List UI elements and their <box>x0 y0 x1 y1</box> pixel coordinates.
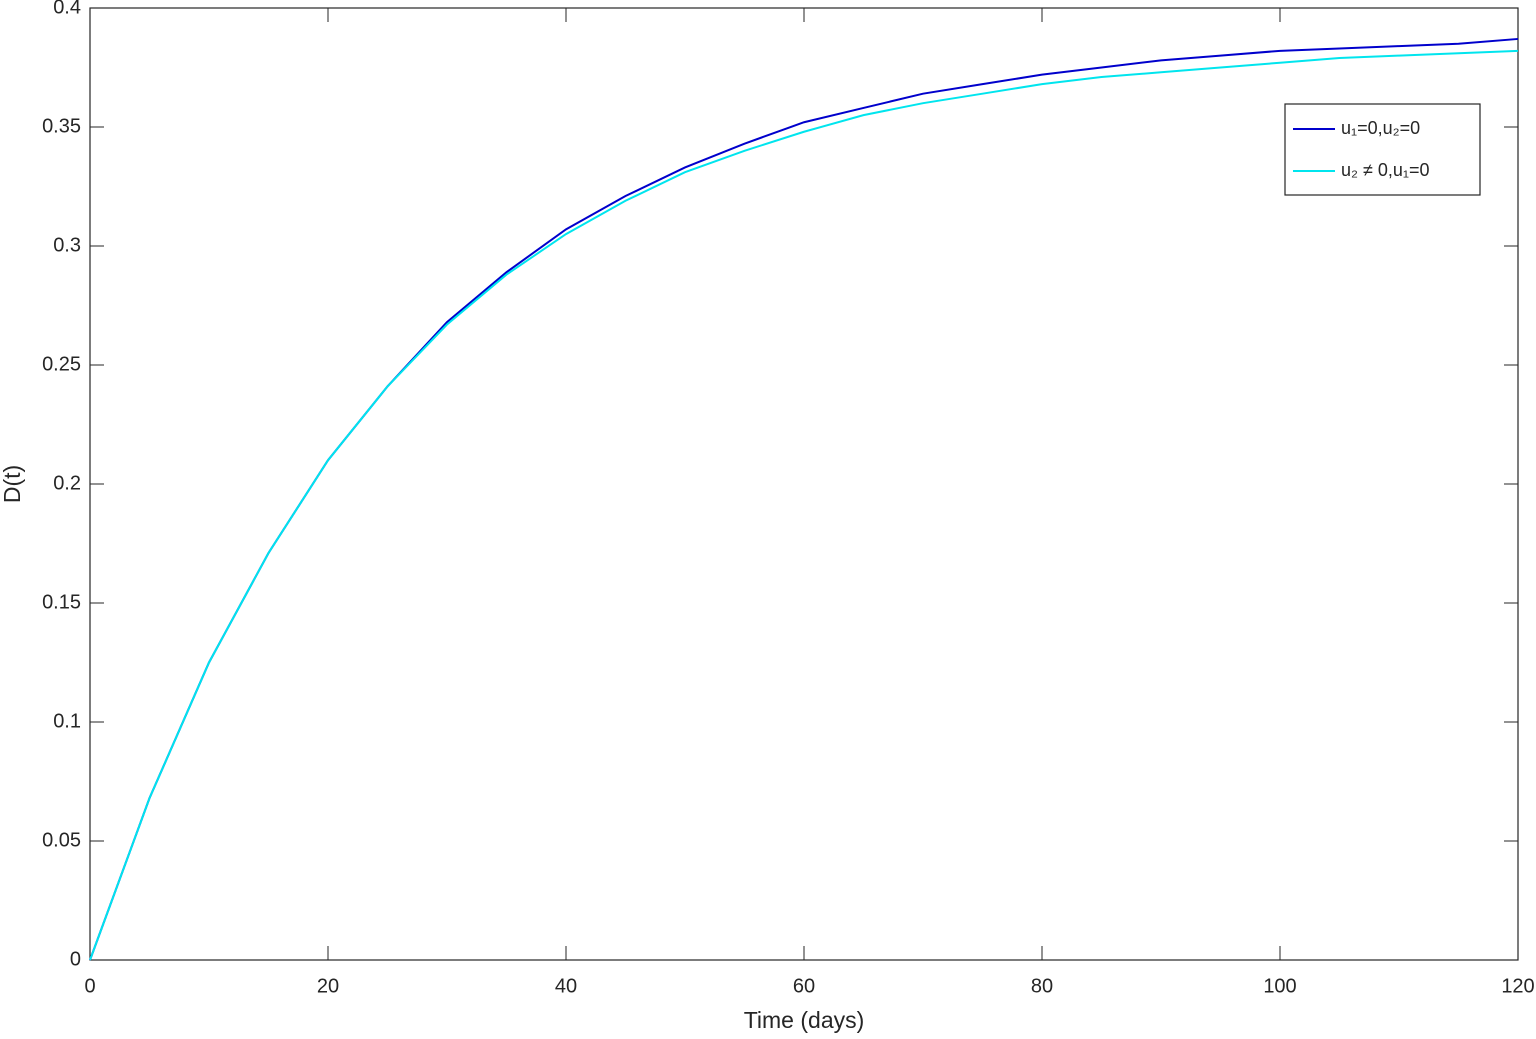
y-tick-label: 0.35 <box>42 115 81 137</box>
y-tick-label: 0.2 <box>53 472 81 494</box>
x-tick-label: 0 <box>84 975 95 997</box>
legend-label: u₁=0,u₂=0 <box>1341 118 1420 138</box>
data-line <box>89 49 1519 961</box>
y-tick-label: 0.05 <box>42 829 81 851</box>
legend-label: u₂ ≠ 0,u₁=0 <box>1341 160 1430 180</box>
x-tick-label: 20 <box>317 975 339 997</box>
x-tick-label: 60 <box>793 975 815 997</box>
y-tick-label: 0.25 <box>42 353 81 375</box>
x-axis-label: Time (days) <box>744 1007 865 1033</box>
y-tick-label: 0.3 <box>53 234 81 256</box>
x-tick-label: 120 <box>1501 975 1534 997</box>
x-tick-label: 100 <box>1263 975 1296 997</box>
x-tick-label: 80 <box>1031 975 1053 997</box>
y-tick-label: 0.4 <box>53 0 81 18</box>
y-tick-label: 0.1 <box>53 710 81 732</box>
x-tick-label: 40 <box>555 975 577 997</box>
y-axis-label: D(t) <box>0 465 25 503</box>
y-tick-label: 0 <box>70 948 81 970</box>
y-tick-label: 0.15 <box>42 591 81 613</box>
legend-box <box>1284 103 1481 196</box>
